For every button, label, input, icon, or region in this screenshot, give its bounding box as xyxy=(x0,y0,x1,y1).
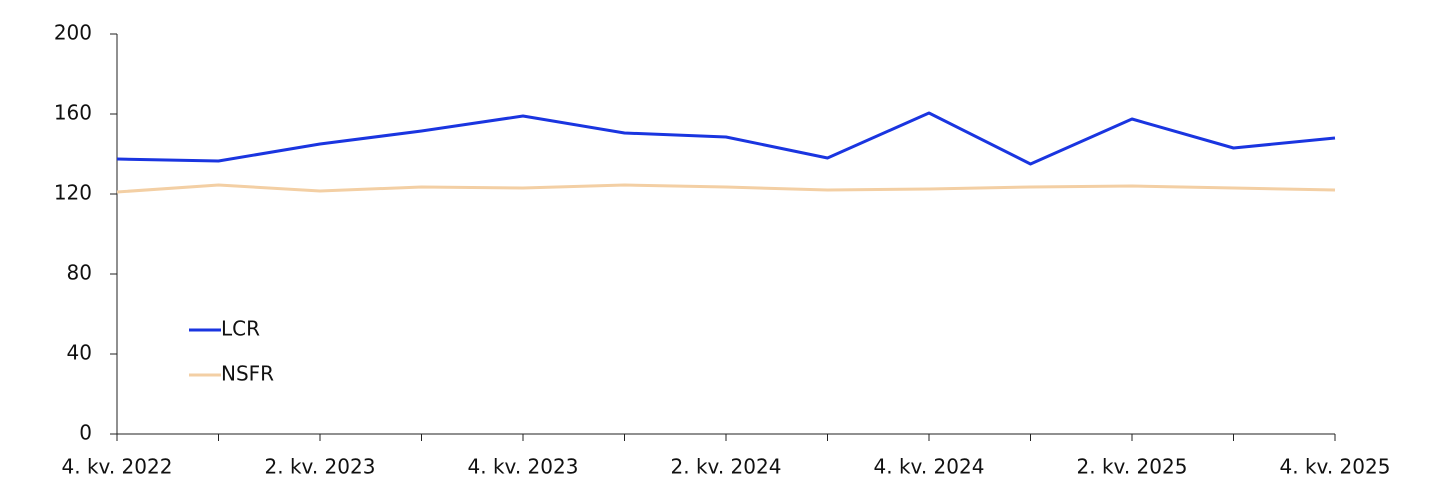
x-tick-label: 2. kv. 2024 xyxy=(671,455,782,479)
y-tick-label: 0 xyxy=(79,421,92,445)
x-tick-label: 2. kv. 2025 xyxy=(1077,455,1188,479)
y-tick-label: 80 xyxy=(67,261,92,285)
y-tick-label: 120 xyxy=(54,181,92,205)
x-tick-label: 4. kv. 2022 xyxy=(62,455,173,479)
line-series xyxy=(116,111,1336,166)
x-tick-label: 2. kv. 2023 xyxy=(265,455,376,479)
line-series xyxy=(116,183,1336,194)
x-tick-label: 4. kv. 2024 xyxy=(874,455,985,479)
legend-label: NSFR xyxy=(221,362,274,386)
x-tick-label: 4. kv. 2025 xyxy=(1280,455,1391,479)
y-tick-label: 200 xyxy=(54,21,92,45)
x-tick-label: 4. kv. 2023 xyxy=(468,455,579,479)
y-tick-label: 40 xyxy=(67,341,92,365)
y-tick-label: 160 xyxy=(54,101,92,125)
legend-label: LCR xyxy=(221,317,260,341)
